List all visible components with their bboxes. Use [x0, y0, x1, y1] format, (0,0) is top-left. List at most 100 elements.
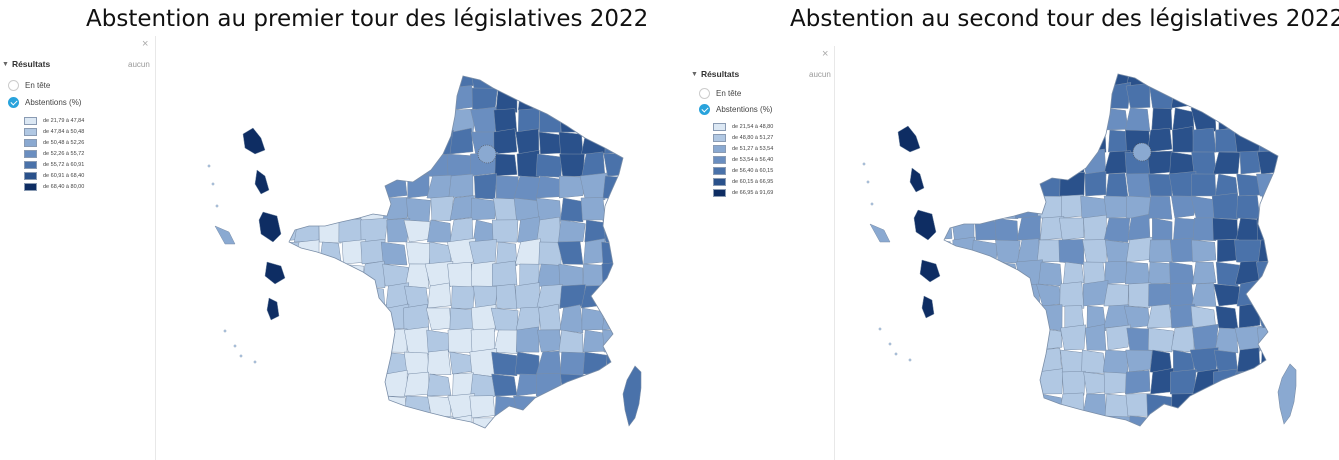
constituency-area: [603, 76, 623, 89]
island-dot: [862, 162, 866, 166]
constituency-area: [472, 219, 496, 243]
constituency-area: [405, 76, 431, 89]
constituency-area: [1170, 74, 1196, 89]
constituency-area: [494, 153, 518, 177]
legend-swatch: [24, 160, 37, 169]
constituency-area: [628, 176, 649, 198]
constituency-area: [535, 373, 562, 399]
constituency-area: [359, 373, 388, 397]
constituency-area: [339, 174, 364, 199]
constituency-area: [1147, 438, 1172, 460]
constituency-area: [606, 197, 623, 221]
constituency-area: [603, 152, 623, 177]
constituency-area: [1171, 393, 1196, 417]
constituency-area: [449, 127, 474, 155]
overseas-guyane: [913, 209, 937, 241]
constituency-area: [289, 149, 298, 177]
constituency-area: [1058, 415, 1085, 426]
option-label: Abstentions (%): [716, 105, 773, 114]
constituency-area: [1192, 217, 1217, 241]
constituency-area: [386, 328, 408, 353]
constituency-area: [1212, 151, 1241, 175]
constituency-area: [361, 260, 386, 289]
constituency-area: [1172, 126, 1195, 153]
constituency-area: [1106, 324, 1132, 351]
constituency-area: [1124, 261, 1151, 285]
constituency-area: [382, 263, 409, 287]
constituency-area: [1147, 195, 1173, 220]
constituency-area: [1236, 347, 1261, 373]
constituency-area: [944, 107, 955, 131]
constituency-area: [361, 328, 386, 353]
constituency-area: [944, 370, 953, 397]
legend-label: de 47,84 à 50,48: [43, 128, 85, 135]
constituency-area: [1015, 151, 1043, 175]
constituency-area: [944, 85, 955, 110]
constituency-area: [1036, 368, 1063, 395]
constituency-area: [1148, 239, 1173, 263]
constituency-area: [993, 170, 1020, 198]
results-header[interactable]: ▼ Résultats: [691, 69, 739, 79]
legend-swatch: [24, 149, 37, 158]
constituency-area: [1064, 305, 1085, 329]
legend-swatch: [24, 171, 37, 180]
constituency-area: [581, 128, 606, 155]
constituency-area: [559, 153, 585, 177]
constituency-area: [927, 434, 952, 460]
constituency-area: [1038, 173, 1063, 198]
island-dot: [870, 202, 874, 206]
option-en-tete[interactable]: En tête: [699, 88, 741, 99]
radio-checked-icon: [8, 97, 19, 108]
constituency-area: [944, 393, 954, 418]
constituency-area: [602, 307, 623, 331]
option-abstentions[interactable]: Abstentions (%): [8, 97, 81, 108]
constituency-area: [1081, 82, 1109, 112]
legend-item: de 21,54 à 48,80: [713, 121, 773, 132]
results-header[interactable]: ▼ Résultats: [2, 59, 50, 69]
close-icon[interactable]: ×: [142, 38, 149, 50]
constituency-area: [538, 241, 562, 267]
constituency-area: [1081, 349, 1107, 374]
constituency-area: [1105, 172, 1129, 198]
constituency-area: [540, 76, 565, 91]
legend-item: de 50,48 à 52,26: [24, 137, 84, 148]
constituency-area: [362, 76, 386, 89]
close-icon[interactable]: ×: [822, 48, 829, 60]
paris-area: [1132, 142, 1152, 162]
constituency-area: [495, 283, 518, 310]
constituency-area: [470, 197, 496, 221]
constituency-area: [289, 76, 298, 89]
constituency-area: [293, 131, 320, 155]
clear-selection-link[interactable]: aucun: [809, 70, 831, 79]
constituency-area: [1191, 173, 1217, 197]
constituency-area: [408, 87, 431, 111]
clear-selection-link[interactable]: aucun: [128, 60, 150, 69]
constituency-area: [427, 282, 452, 309]
legend-item: de 51,27 à 53,54: [713, 143, 773, 154]
constituency-area: [426, 130, 454, 155]
constituency-area: [1262, 438, 1283, 460]
legend-swatch: [24, 138, 37, 147]
constituency-area: [537, 440, 562, 460]
radio-checked-icon: [699, 104, 710, 115]
constituency-area: [1063, 261, 1085, 285]
constituency-area: [1125, 370, 1151, 395]
constituency-area: [560, 373, 586, 397]
option-abstentions[interactable]: Abstentions (%): [699, 104, 772, 115]
constituency-area: [972, 349, 999, 373]
constituency-area: [624, 195, 649, 222]
constituency-area: [993, 327, 1019, 352]
constituency-area: [319, 241, 342, 265]
legend-label: de 68,40 à 80,00: [43, 183, 85, 190]
option-label: En tête: [25, 81, 51, 90]
constituency-area: [1061, 370, 1086, 396]
option-en-tete[interactable]: En tête: [8, 80, 50, 91]
constituency-area: [515, 282, 540, 311]
constituency-area: [949, 283, 975, 309]
constituency-area: [403, 351, 430, 375]
constituency-area: [944, 239, 953, 263]
constituency-area: [1103, 283, 1129, 307]
island-dot: [239, 354, 243, 358]
constituency-area: [1194, 74, 1220, 87]
legend-item: de 68,40 à 80,00: [24, 181, 84, 192]
